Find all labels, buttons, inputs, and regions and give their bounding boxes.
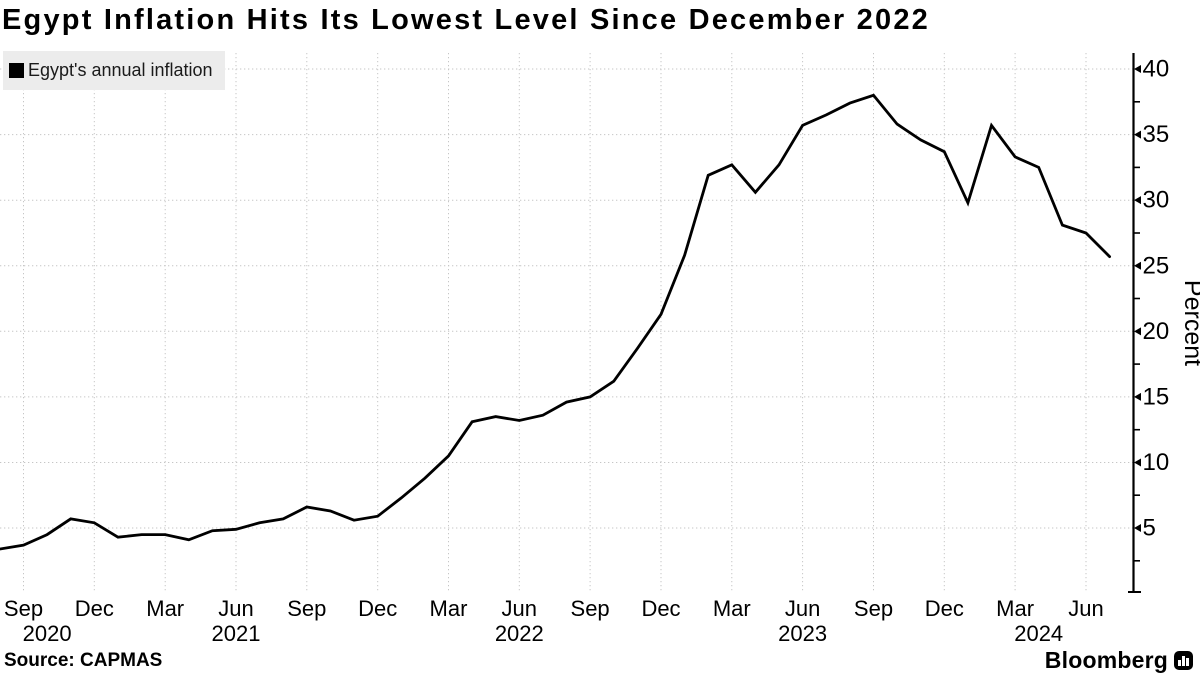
y-tick-label: 35 [1143,121,1170,148]
x-tick-label: Dec [358,596,397,621]
y-major-tick [1134,327,1141,336]
legend: Egypt's annual inflation [3,51,225,90]
bloomberg-wordmark: Bloomberg [1044,647,1168,673]
y-major-tick [1134,261,1141,270]
y-major-tick [1134,392,1141,401]
x-tick-label: Jun [502,596,537,621]
x-tick-label: Mar [713,596,751,621]
y-tick-label: 20 [1143,318,1170,345]
y-axis: 5 10 15 20 25 30 35 40 Percent [1128,53,1200,593]
x-tick-label: Jun [1068,596,1103,621]
inflation-line [0,93,1111,551]
y-major-tick [1134,130,1141,139]
x-tick-label: Mar [146,596,184,621]
x-tick-label: Sep [854,596,893,621]
x-year-label: 2024 [1014,621,1063,646]
y-major-tick [1134,458,1141,467]
bloomberg-branding: Bloomberg [1045,647,1193,674]
y-axis-title: Percent [1179,280,1200,366]
y-major-tick [1134,65,1141,74]
legend-label: Egypt's annual inflation [28,60,213,80]
y-tick-label: 25 [1143,252,1170,279]
gridlines [0,53,1134,593]
y-tick-label: 5 [1143,515,1156,542]
y-tick-label: 15 [1143,383,1170,410]
x-tick-label: Mar [996,596,1034,621]
x-tick-label: Sep [571,596,610,621]
x-tick-label: Sep [287,596,326,621]
y-tick-label: 10 [1143,449,1170,476]
legend-swatch-square-icon [9,63,24,78]
source-attribution: Source: CAPMAS [4,650,163,671]
y-major-tick [1134,524,1141,533]
y-tick-label: 30 [1143,187,1170,214]
x-tick-label: Dec [641,596,680,621]
x-tick-label: Dec [925,596,964,621]
x-tick-label: Dec [75,596,114,621]
x-tick-label: Sep [4,596,43,621]
x-tick-label: Mar [430,596,468,621]
x-axis: Sep Dec Mar Jun Sep Dec Mar Jun Sep Dec Mar Jun Sep D… [4,596,1104,646]
x-year-label: 2023 [778,621,827,646]
x-year-label: 2022 [495,621,544,646]
x-year-label: 2021 [212,621,261,646]
y-tick-label: 40 [1143,56,1170,83]
x-tick-label: Jun [785,596,820,621]
x-year-label: 2020 [23,621,72,646]
x-tick-label: Jun [218,596,253,621]
y-major-tick [1134,196,1141,205]
bloomberg-chart-icon [1174,651,1193,670]
page-title: Egypt Inflation Hits Its Lowest Level Si… [2,4,930,36]
